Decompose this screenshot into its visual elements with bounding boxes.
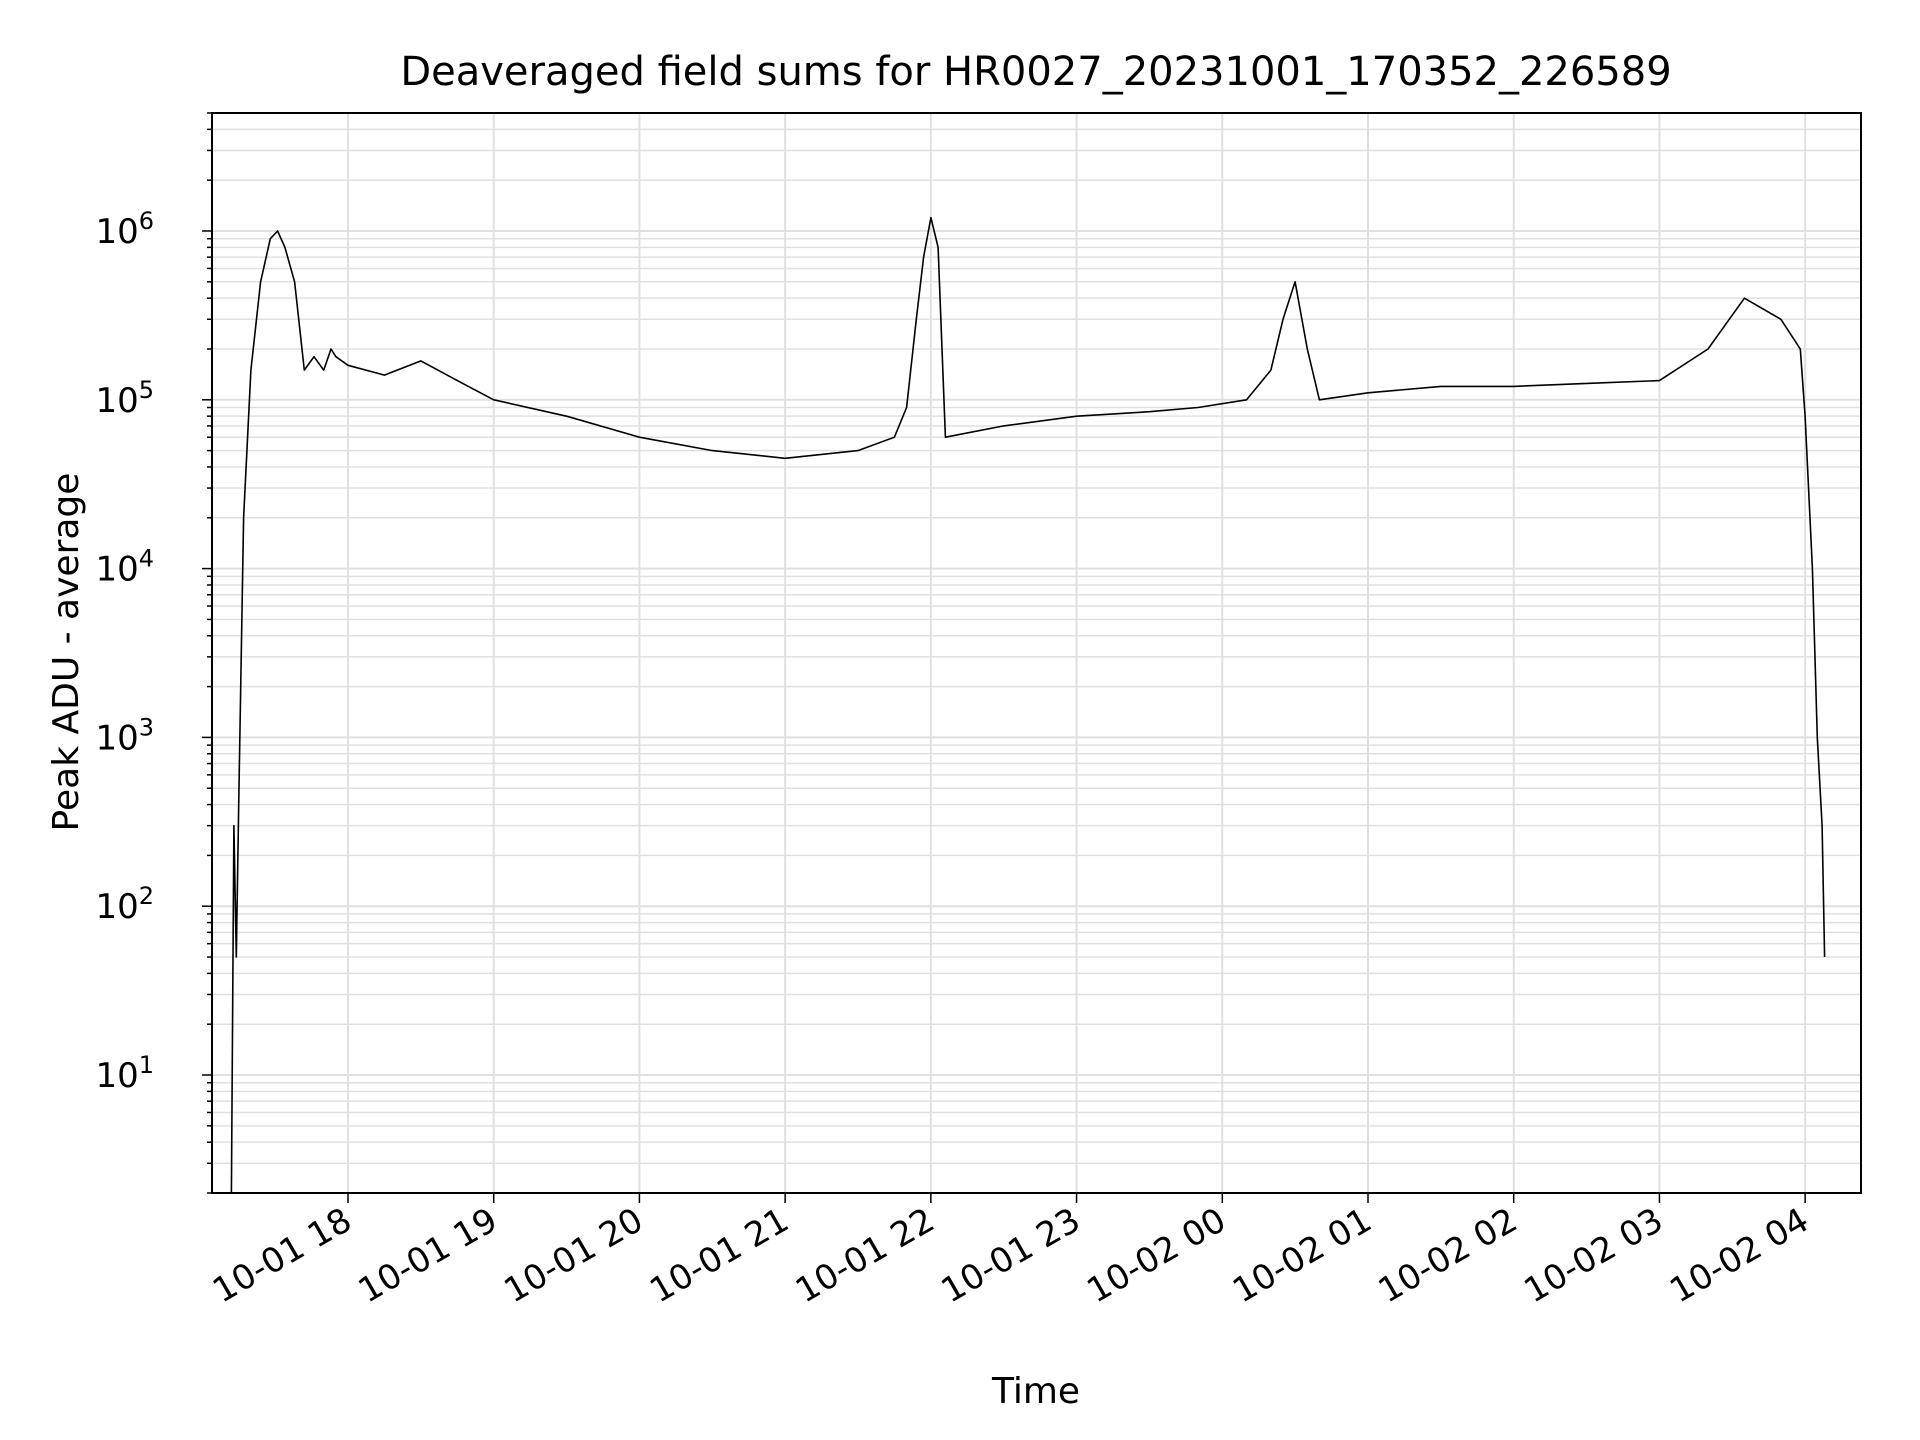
y-tick-label: 105 <box>95 376 154 421</box>
y-tick-label: 103 <box>95 713 154 758</box>
y-tick-label: 101 <box>95 1051 154 1096</box>
x-axis-label: Time <box>991 1371 1080 1412</box>
y-axis-label: Peak ADU - average <box>46 473 87 832</box>
plot-area <box>211 112 1862 1194</box>
y-tick-label: 106 <box>95 207 154 252</box>
y-tick-label: 104 <box>95 545 154 590</box>
chart-title: Deaveraged field sums for HR0027_2023100… <box>400 49 1671 95</box>
series-line <box>230 216 1826 1194</box>
plot-frame <box>211 112 1862 1194</box>
y-tick-label: 102 <box>95 882 154 927</box>
data-layer <box>230 216 1826 1194</box>
